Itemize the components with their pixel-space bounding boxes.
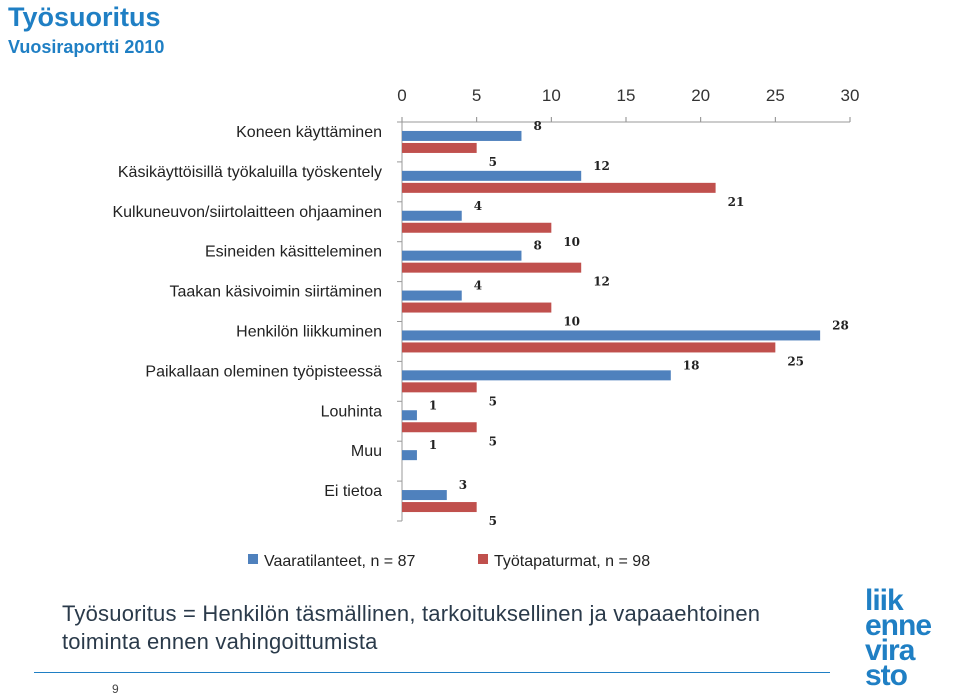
category-label: Kulkuneuvon/siirtolaitteen ohjaaminen	[112, 204, 382, 221]
category-label: Louhinta	[321, 403, 382, 420]
data-label: 10	[563, 315, 580, 329]
legend-swatch	[478, 554, 488, 564]
data-label: 4	[474, 199, 482, 213]
data-label: 1	[429, 438, 437, 452]
category-label: Muu	[351, 443, 382, 460]
bar	[402, 250, 522, 261]
bar	[402, 422, 477, 433]
bar	[402, 450, 417, 461]
data-label: 4	[474, 279, 482, 293]
footer-divider	[34, 672, 830, 673]
x-tick-label: 25	[766, 86, 785, 105]
data-label: 1	[429, 398, 437, 412]
bar	[402, 502, 477, 513]
x-tick-label: 30	[841, 86, 860, 105]
bar	[402, 302, 552, 313]
logo-line: liik	[865, 584, 904, 617]
data-label: 10	[563, 235, 580, 249]
logo-line: vira	[865, 634, 915, 667]
bar	[402, 170, 582, 181]
bar	[402, 382, 477, 393]
data-label: 18	[683, 358, 700, 372]
data-label: 8	[533, 239, 541, 253]
x-tick-label: 10	[542, 86, 561, 105]
x-tick-label: 5	[472, 86, 481, 105]
bar	[402, 370, 671, 381]
x-tick-label: 15	[617, 86, 636, 105]
data-label: 8	[533, 119, 541, 133]
bar	[402, 142, 477, 153]
x-tick-label: 0	[397, 86, 406, 105]
data-label: 5	[489, 514, 497, 528]
bar	[402, 330, 821, 341]
page-subtitle: Vuosiraportti 2010	[8, 37, 165, 57]
bar	[402, 182, 716, 193]
category-label: Esineiden käsitteleminen	[205, 244, 382, 261]
page-number: 9	[112, 682, 119, 696]
category-label: Käsikäyttöisillä työkaluilla työskentely	[118, 164, 382, 181]
liikennevirasto-logo: liik enne vira sto	[865, 584, 960, 692]
bar	[402, 210, 462, 221]
category-label: Taakan käsivoimin siirtäminen	[169, 284, 382, 301]
logo-line: sto	[865, 659, 908, 692]
category-label: Henkilön liikkuminen	[236, 323, 382, 340]
bar	[402, 342, 776, 353]
logo-line: enne	[865, 609, 932, 642]
bar	[402, 130, 522, 141]
data-label: 5	[489, 434, 497, 448]
legend-label: Työtapaturmat, n = 98	[494, 553, 650, 570]
data-label: 5	[489, 394, 497, 408]
page-title: Työsuoritus	[8, 2, 161, 32]
chart-caption: Työsuoritus = Henkilön täsmällinen, tark…	[62, 601, 761, 654]
data-label: 12	[593, 275, 610, 289]
legend-label: Vaaratilanteet, n = 87	[264, 553, 415, 570]
category-label: Ei tietoa	[324, 483, 382, 500]
data-label: 21	[728, 195, 745, 209]
bar	[402, 222, 552, 233]
data-label: 28	[832, 318, 849, 332]
category-label: Koneen käyttäminen	[236, 124, 382, 141]
data-label: 25	[787, 354, 804, 368]
bar	[402, 410, 417, 421]
legend-swatch	[248, 554, 258, 564]
bar	[402, 490, 447, 501]
data-label: 3	[459, 478, 467, 492]
x-tick-label: 20	[691, 86, 710, 105]
bar	[402, 262, 582, 273]
bar	[402, 290, 462, 301]
category-label: Paikallaan oleminen työpisteessä	[145, 363, 382, 380]
data-label: 12	[593, 159, 610, 173]
data-label: 5	[489, 155, 497, 169]
